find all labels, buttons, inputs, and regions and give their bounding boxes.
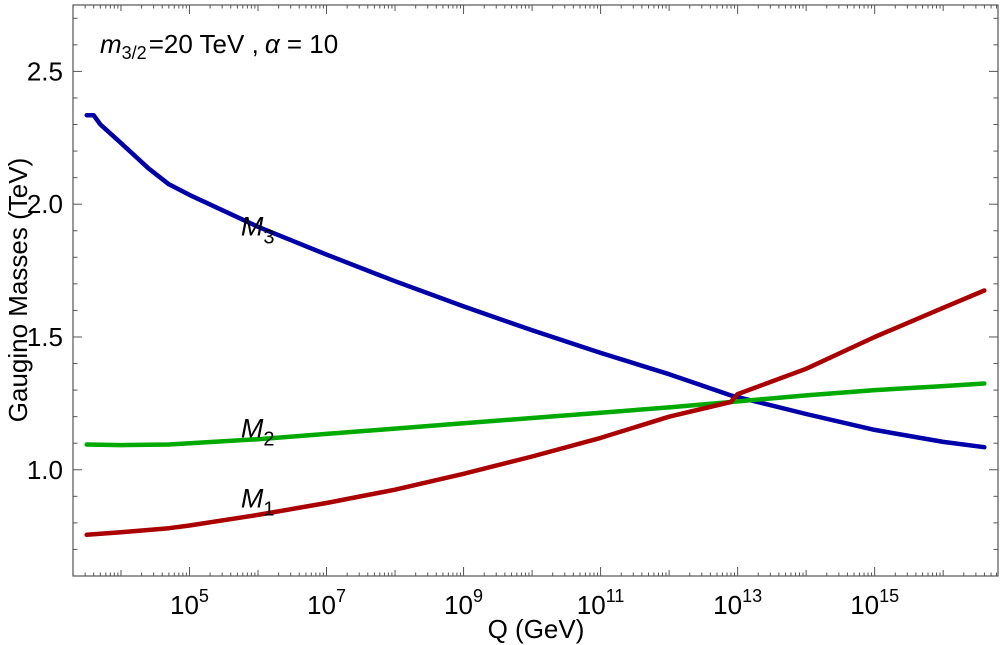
y-tick-label: 2.5 xyxy=(27,56,63,86)
series-label-m1: M1 xyxy=(241,484,275,521)
x-tick-label: 1015 xyxy=(850,586,899,620)
x-tick-label: 107 xyxy=(307,586,346,620)
series-label-m2: M2 xyxy=(241,413,275,450)
x-tick-label: 109 xyxy=(444,586,483,620)
series-line-m1 xyxy=(84,288,987,538)
x-tick-label: 1013 xyxy=(713,586,762,620)
y-tick-label: 2.0 xyxy=(27,189,63,219)
x-axis-title: Q (GeV) xyxy=(488,614,585,644)
series-line-m3 xyxy=(84,112,987,450)
y-axis-title: Gaugino Masses (TeV) xyxy=(3,158,33,422)
x-tick-label: 105 xyxy=(170,586,209,620)
series-label-m3: M3 xyxy=(241,211,275,248)
y-tick-label: 1.5 xyxy=(27,322,63,352)
chart-annotation: m3/2=20 TeV ,α = 10 xyxy=(100,29,338,63)
y-tick-label: 1.0 xyxy=(27,455,63,485)
x-tick-label: 1011 xyxy=(577,586,625,620)
series-line-m2 xyxy=(84,381,987,448)
plot-frame xyxy=(72,4,999,577)
